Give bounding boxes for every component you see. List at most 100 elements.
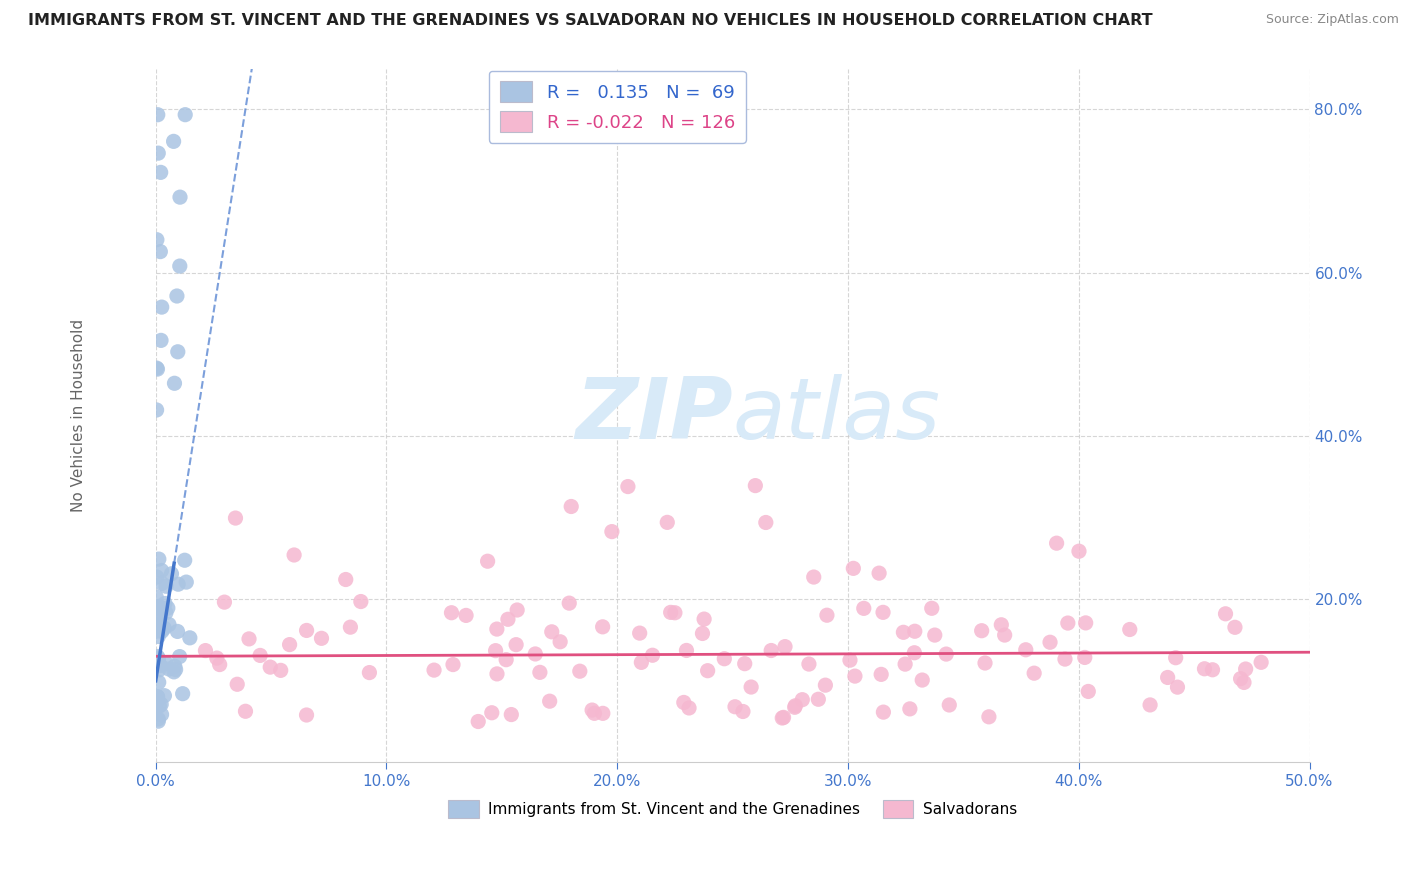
Point — [558, 596, 581, 610]
Point — [529, 665, 551, 680]
Point — [870, 667, 893, 681]
Point — [1234, 662, 1257, 676]
Point — [278, 638, 301, 652]
Point — [146, 601, 169, 615]
Point — [165, 663, 187, 677]
Point — [166, 344, 188, 359]
Point — [149, 658, 172, 673]
Point — [994, 628, 1017, 642]
Point — [773, 640, 796, 654]
Point — [548, 634, 571, 648]
Point — [495, 653, 517, 667]
Point — [339, 620, 361, 634]
Point — [693, 612, 716, 626]
Point — [172, 687, 194, 701]
Point — [146, 233, 169, 247]
Point — [481, 706, 503, 720]
Point — [617, 479, 640, 493]
Point — [155, 579, 177, 593]
Point — [163, 659, 186, 673]
Point — [1233, 675, 1256, 690]
Point — [659, 606, 682, 620]
Point — [145, 361, 167, 376]
Point — [568, 664, 591, 678]
Point — [214, 595, 236, 609]
Point — [770, 711, 793, 725]
Point — [734, 657, 756, 671]
Point — [350, 594, 373, 608]
Point — [166, 624, 188, 639]
Point — [146, 693, 169, 707]
Point — [974, 656, 997, 670]
Point — [162, 134, 184, 148]
Point — [1024, 666, 1046, 681]
Point — [148, 698, 170, 713]
Point — [678, 701, 700, 715]
Point — [173, 553, 195, 567]
Point — [148, 651, 170, 665]
Point — [797, 657, 820, 671]
Point — [146, 612, 169, 626]
Point — [194, 643, 217, 657]
Point — [1166, 680, 1188, 694]
Point — [657, 516, 679, 530]
Point — [146, 108, 169, 122]
Point — [524, 647, 547, 661]
Point — [731, 705, 754, 719]
Point — [153, 689, 176, 703]
Point — [149, 607, 172, 621]
Text: atlas: atlas — [733, 374, 941, 457]
Point — [167, 577, 190, 591]
Point — [1156, 670, 1178, 684]
Point — [148, 657, 170, 671]
Point — [772, 710, 794, 724]
Point — [157, 662, 180, 676]
Point — [150, 624, 173, 639]
Point — [174, 108, 197, 122]
Point — [485, 666, 508, 681]
Point — [148, 552, 170, 566]
Point — [205, 651, 228, 665]
Point — [156, 601, 179, 615]
Point — [150, 707, 173, 722]
Point — [283, 548, 305, 562]
Point — [713, 651, 735, 665]
Point — [872, 605, 894, 619]
Point — [146, 570, 169, 584]
Point — [270, 664, 292, 678]
Point — [148, 146, 170, 161]
Point — [903, 646, 925, 660]
Point — [148, 712, 170, 726]
Point — [852, 601, 875, 615]
Point — [148, 624, 170, 638]
Point — [166, 289, 188, 303]
Point — [1194, 662, 1216, 676]
Point — [1074, 615, 1097, 630]
Point — [868, 566, 890, 581]
Point — [169, 649, 191, 664]
Point — [724, 699, 747, 714]
Point — [1077, 684, 1099, 698]
Point — [150, 334, 173, 348]
Point — [581, 703, 603, 717]
Point — [485, 622, 508, 636]
Point — [169, 259, 191, 273]
Point — [692, 626, 714, 640]
Point — [938, 698, 960, 712]
Point — [467, 714, 489, 729]
Point — [150, 698, 173, 712]
Point — [454, 608, 477, 623]
Point — [807, 692, 830, 706]
Point — [911, 673, 934, 687]
Point — [160, 566, 183, 581]
Point — [148, 714, 170, 728]
Point — [664, 606, 686, 620]
Point — [145, 617, 167, 632]
Point — [146, 690, 169, 704]
Point — [153, 621, 176, 635]
Point — [505, 638, 527, 652]
Point — [600, 524, 623, 539]
Point — [226, 677, 249, 691]
Point — [675, 643, 697, 657]
Point — [1223, 620, 1246, 634]
